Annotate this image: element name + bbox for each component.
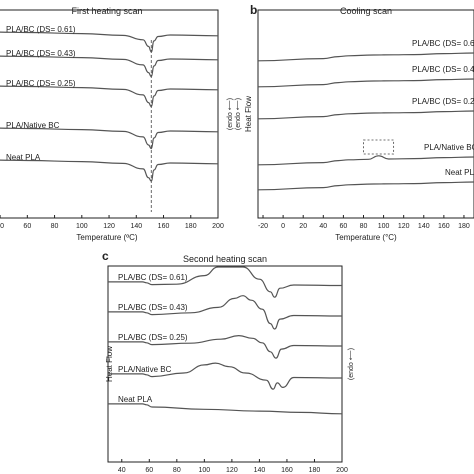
panel-0-series-0-label: PLA/BC (DS= 0.61): [6, 25, 76, 34]
panel-2-x-tick-label: 180: [309, 467, 321, 474]
panel-1-x-tick-label: 140: [418, 223, 430, 230]
panel-1-x-tick-label: 160: [438, 223, 450, 230]
panel-0-series-1-label: PLA/BC (DS= 0.43): [6, 49, 76, 58]
panel-2-series-1-line: [108, 295, 343, 330]
panel-2-series-4-line: [108, 403, 343, 415]
panel-0-x-tick-label: 120: [103, 223, 115, 230]
panel-1-series-1-label: PLA/BC (DS= 0.43): [412, 65, 474, 74]
panel-1-x-tick-label: 0: [281, 223, 285, 230]
panel-0-x-axis-label: Temperature (ºC): [76, 233, 137, 242]
panel-1-x-tick-label: 60: [339, 223, 347, 230]
panel-1-series-2-label: PLA/BC (DS= 0.25): [412, 97, 474, 106]
panel-2-title: Second heating scan: [183, 254, 267, 264]
panel-1-series-4-label: Neat PLA: [445, 168, 474, 177]
panel-0-series-2-label: PLA/BC (DS= 0.25): [6, 79, 76, 88]
panel-1-x-tick-label: -20: [258, 223, 268, 230]
panel-0-x-tick-label: 40: [0, 223, 4, 230]
panel-1-x-tick-label: 100: [378, 223, 390, 230]
panel-0-series-3-label: PLA/Native BC: [6, 121, 60, 130]
panel-0-x-tick-label: 100: [76, 223, 88, 230]
panel-1-x-tick-label: 180: [458, 223, 470, 230]
panel-2-letter: c: [102, 249, 109, 263]
panel-1-y-axis-label: Heat Flow: [244, 96, 253, 132]
panel-1-plot-frame: [257, 9, 474, 219]
panel-1-series-3-label: PLA/Native BC: [424, 143, 474, 152]
panel-1-series-1-line: [257, 78, 474, 88]
panel-0-series-3-line: [0, 127, 219, 150]
panel-2-series-2-line: [108, 334, 343, 359]
panel-1-series-3-line: [257, 155, 474, 166]
panel-1-x-tick-label: 20: [299, 223, 307, 230]
panel-2-plot-frame: [107, 265, 343, 463]
panel-2-x-tick-label: 160: [281, 467, 293, 474]
panel-1-highlight-box: [363, 139, 395, 155]
panel-0-x-tick-label: 200: [212, 223, 224, 230]
panel-1-series-0-label: PLA/BC (DS= 0.61): [412, 39, 474, 48]
panel-0-plot-frame: [0, 9, 219, 219]
panel-0-series-4-label: Neat PLA: [6, 153, 41, 162]
panel-1-series-4-line: [257, 181, 474, 191]
panel-1-series-0-line: [257, 52, 474, 62]
panel-1-series-2-line: [257, 110, 474, 120]
panel-0-series-1-line: [0, 55, 219, 78]
panel-2-series-1-label: PLA/BC (DS= 0.43): [118, 303, 188, 312]
panel-0-series-4-line: [0, 159, 219, 182]
panel-0-endo-label: (endo ⟵): [227, 98, 234, 130]
panel-2-x-tick-label: 40: [118, 467, 126, 474]
panel-0-x-tick-label: 160: [158, 223, 170, 230]
panel-0-x-tick-label: 180: [185, 223, 197, 230]
panel-2-x-tick-label: 80: [173, 467, 181, 474]
panel-2-series-0-label: PLA/BC (DS= 0.61): [118, 273, 188, 282]
panel-2-x-tick-label: 200: [336, 467, 348, 474]
panel-2-endo-label: (endo ⟵): [348, 348, 355, 380]
panel-2-y-axis-label: Heat Flow: [105, 346, 114, 382]
panel-2-x-tick-label: 120: [226, 467, 238, 474]
panel-2-series-3-label: PLA/Native BC: [118, 365, 172, 374]
panel-0-title: First heating scan: [71, 6, 142, 16]
panel-1-x-tick-label: 120: [398, 223, 410, 230]
panel-2-series-0-line: [108, 266, 343, 298]
panel-1-x-axis-label: Temperature (°C): [335, 233, 397, 242]
panel-2-series-4-label: Neat PLA: [118, 395, 153, 404]
panel-2-x-tick-label: 100: [199, 467, 211, 474]
panel-2-x-tick-label: 140: [254, 467, 266, 474]
panel-0-x-tick-label: 80: [51, 223, 59, 230]
panel-1-x-tick-label: 40: [319, 223, 327, 230]
panel-0-x-tick-label: 140: [130, 223, 142, 230]
panel-2-x-tick-label: 60: [145, 467, 153, 474]
panel-0-series-2-line: [0, 85, 219, 108]
panel-1-title: Cooling scan: [340, 6, 392, 16]
panel-1-letter: b: [250, 3, 257, 17]
panel-2-series-3-line: [107, 362, 343, 390]
panel-2-series-2-label: PLA/BC (DS= 0.25): [118, 333, 188, 342]
panel-1-endo-label: (endo ⟵): [235, 98, 242, 130]
panel-0-x-tick-label: 60: [23, 223, 31, 230]
panel-1-x-tick-label: 80: [360, 223, 368, 230]
panel-0-series-0-line: [0, 31, 219, 53]
